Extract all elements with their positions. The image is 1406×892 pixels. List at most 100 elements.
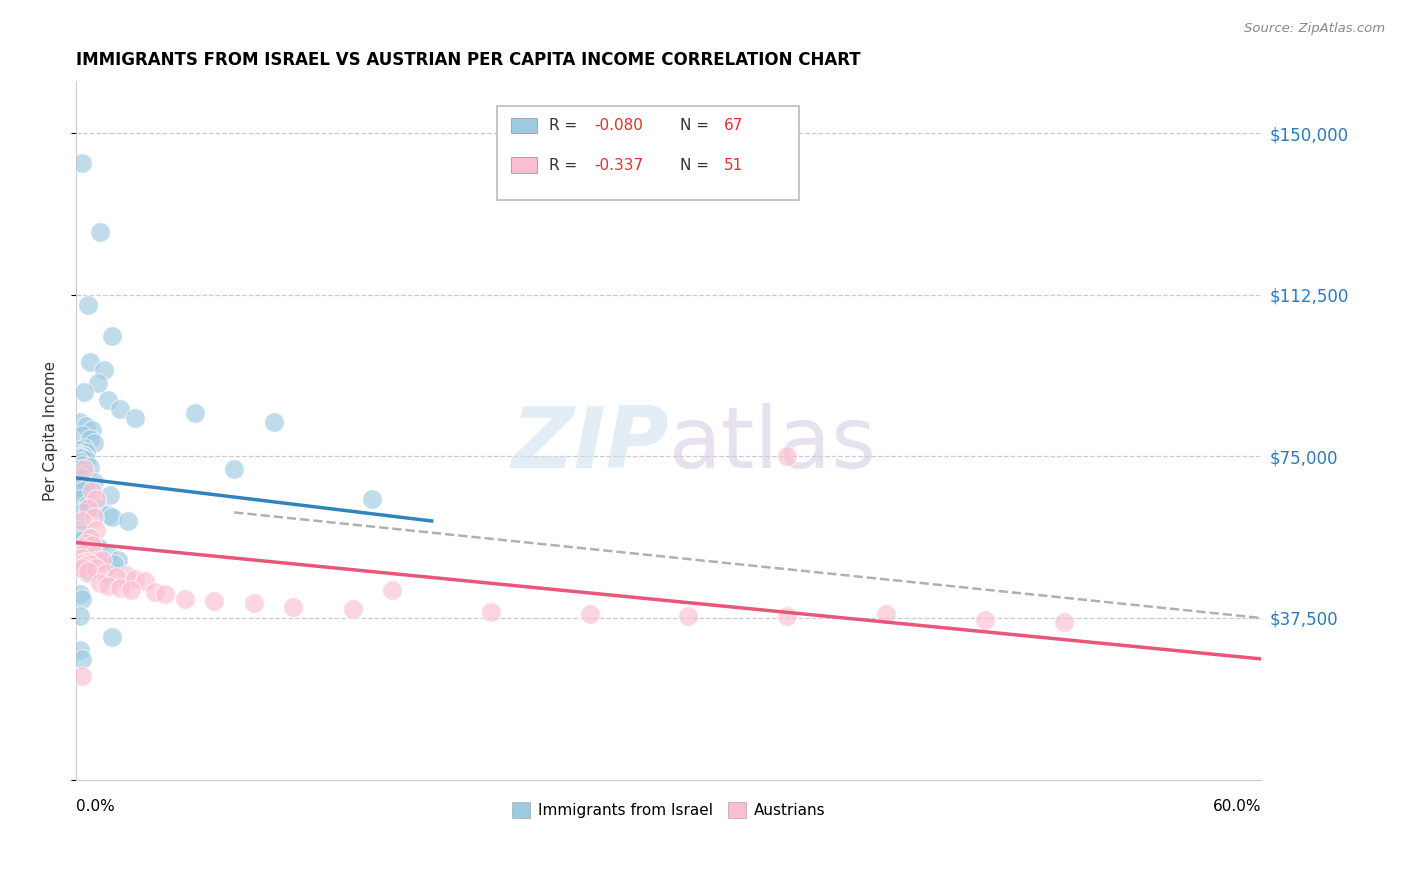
Point xyxy=(153,587,176,601)
Point xyxy=(87,553,110,567)
Point xyxy=(70,669,93,683)
Point xyxy=(87,501,110,516)
Point xyxy=(73,555,96,569)
Text: IMMIGRANTS FROM ISRAEL VS AUSTRIAN PER CAPITA INCOME CORRELATION CHART: IMMIGRANTS FROM ISRAEL VS AUSTRIAN PER C… xyxy=(76,51,860,69)
Point xyxy=(224,462,246,476)
Point xyxy=(79,531,101,545)
FancyBboxPatch shape xyxy=(510,158,537,173)
Point xyxy=(69,523,91,537)
Point xyxy=(77,544,100,558)
Point xyxy=(70,550,93,565)
Point xyxy=(173,591,195,606)
Point xyxy=(204,593,226,607)
Text: R =: R = xyxy=(548,158,582,173)
Point xyxy=(75,535,97,549)
Text: 60.0%: 60.0% xyxy=(1212,799,1261,814)
Point xyxy=(114,567,136,582)
Point xyxy=(70,591,93,606)
Point xyxy=(84,561,107,575)
Point xyxy=(117,514,139,528)
Point xyxy=(69,492,91,507)
Point xyxy=(103,557,125,571)
Point xyxy=(776,450,799,464)
Legend: Immigrants from Israel, Austrians: Immigrants from Israel, Austrians xyxy=(506,797,832,824)
Point xyxy=(73,441,96,455)
Point xyxy=(183,406,205,420)
Point xyxy=(70,557,93,571)
Point xyxy=(70,471,93,485)
Point xyxy=(67,447,90,461)
Point xyxy=(83,549,105,563)
Point xyxy=(97,549,120,563)
Point xyxy=(107,553,129,567)
Point xyxy=(134,574,156,589)
Point xyxy=(73,462,96,476)
Text: 67: 67 xyxy=(724,118,744,133)
Point xyxy=(90,553,112,567)
Point xyxy=(75,544,97,558)
Point xyxy=(875,607,897,621)
Point xyxy=(77,555,100,569)
Point xyxy=(83,436,105,450)
Point xyxy=(79,535,101,549)
Point xyxy=(77,298,100,312)
Text: -0.080: -0.080 xyxy=(593,118,643,133)
Point xyxy=(121,582,143,597)
Point xyxy=(100,328,122,343)
FancyBboxPatch shape xyxy=(510,118,537,133)
Point xyxy=(124,572,146,586)
Point xyxy=(93,363,115,377)
Point xyxy=(79,354,101,368)
Text: -0.337: -0.337 xyxy=(593,158,643,173)
Point xyxy=(73,531,96,545)
Point xyxy=(143,585,166,599)
Point xyxy=(75,445,97,459)
Point xyxy=(87,376,110,390)
Point xyxy=(83,509,105,524)
Point xyxy=(100,631,122,645)
Point xyxy=(381,582,404,597)
Point xyxy=(84,492,107,507)
Point xyxy=(69,442,91,457)
Point xyxy=(73,559,96,574)
Point xyxy=(243,596,266,610)
Point xyxy=(124,410,146,425)
Point xyxy=(89,576,111,591)
Point xyxy=(283,600,305,615)
Point xyxy=(678,608,700,623)
Point xyxy=(97,508,120,522)
Point xyxy=(73,477,96,491)
Point xyxy=(97,579,120,593)
Point xyxy=(70,514,93,528)
Point xyxy=(263,415,285,429)
Point xyxy=(80,424,103,438)
Text: N =: N = xyxy=(681,158,714,173)
Point xyxy=(1052,615,1074,630)
Point xyxy=(70,652,93,666)
Point xyxy=(70,527,93,541)
Point xyxy=(578,607,600,621)
Point xyxy=(84,523,107,537)
Point xyxy=(79,557,101,571)
Point xyxy=(75,419,97,434)
Point xyxy=(80,483,103,498)
Point xyxy=(89,225,111,239)
Point xyxy=(75,482,97,496)
Point xyxy=(70,540,93,554)
Point xyxy=(80,538,103,552)
Point xyxy=(73,467,96,481)
Text: Source: ZipAtlas.com: Source: ZipAtlas.com xyxy=(1244,22,1385,36)
Point xyxy=(83,475,105,490)
Point xyxy=(776,608,799,623)
Point xyxy=(79,432,101,446)
Point xyxy=(73,546,96,560)
Point xyxy=(77,497,100,511)
Point xyxy=(108,581,131,595)
Point xyxy=(479,605,502,619)
Point xyxy=(100,509,122,524)
Point xyxy=(75,452,97,467)
Point xyxy=(70,156,93,170)
Text: ZIP: ZIP xyxy=(510,403,669,486)
Point xyxy=(973,613,995,627)
Point xyxy=(79,460,101,475)
